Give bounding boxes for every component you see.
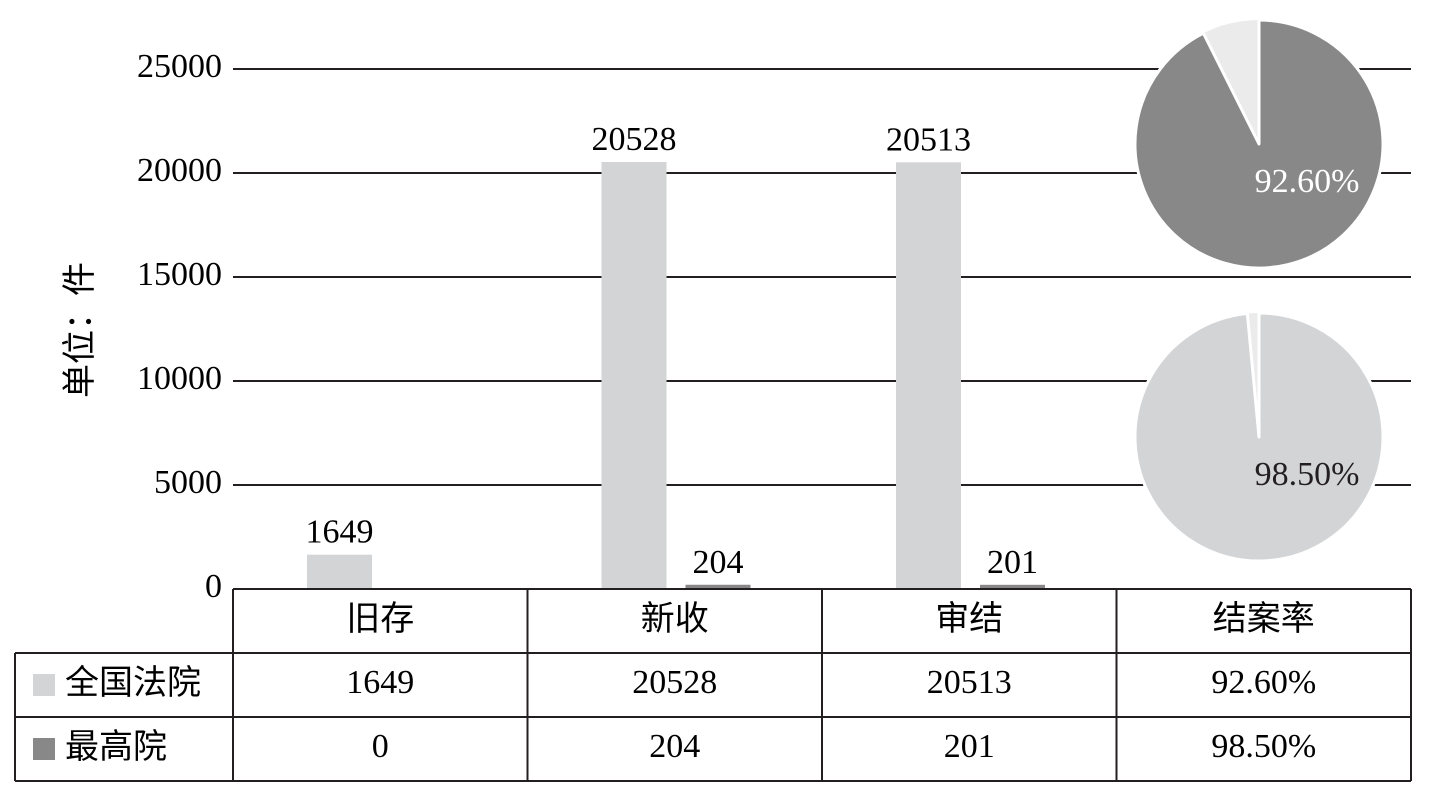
bar-national-1 bbox=[601, 162, 667, 590]
y-tick-label: 20000 bbox=[137, 152, 222, 189]
y-tick-label: 10000 bbox=[137, 360, 222, 397]
bar-data-label: 201 bbox=[987, 544, 1038, 581]
pie-rate-slice bbox=[1133, 311, 1385, 563]
bar-national-2 bbox=[896, 162, 961, 590]
table-cell: 204 bbox=[649, 728, 700, 765]
bars: 1649 20528 204 20513 201 bbox=[306, 121, 1045, 590]
bar-data-label: 20528 bbox=[592, 121, 677, 158]
y-tick-label: 25000 bbox=[137, 48, 222, 85]
bar-supreme-2 bbox=[980, 584, 1045, 589]
bar-data-label: 1649 bbox=[306, 514, 374, 551]
y-tick-label: 0 bbox=[205, 568, 222, 605]
y-tick-labels: 0 5000 10000 15000 20000 25000 bbox=[137, 48, 222, 605]
y-axis-label: 单位：件 bbox=[60, 262, 100, 398]
table-header-cell: 审结 bbox=[935, 599, 1003, 639]
bar-data-label: 20513 bbox=[886, 121, 971, 158]
table-header-cell: 旧存 bbox=[346, 599, 414, 639]
pie-rate-slice bbox=[1133, 18, 1385, 270]
table-cell: 1649 bbox=[346, 664, 414, 701]
table-cell: 0 bbox=[372, 728, 389, 765]
y-tick-label: 5000 bbox=[154, 464, 222, 501]
legend-swatch bbox=[33, 738, 55, 760]
table-cell: 92.60% bbox=[1211, 664, 1316, 701]
table-header-cell: 新收 bbox=[641, 599, 709, 639]
bar-data-label: 204 bbox=[693, 544, 744, 581]
y-tick-label: 15000 bbox=[137, 256, 222, 293]
bar-supreme-1 bbox=[685, 584, 751, 589]
legend-series-name: 最高院 bbox=[65, 727, 167, 767]
table-header-cell: 结案率 bbox=[1213, 599, 1315, 639]
pie-charts: 92.60% 98.50% bbox=[1133, 18, 1385, 563]
legend-series-name: 全国法院 bbox=[65, 663, 201, 703]
pie-label: 92.60% bbox=[1255, 163, 1360, 200]
table-cell: 98.50% bbox=[1211, 728, 1316, 765]
table-cell: 20513 bbox=[927, 664, 1012, 701]
table-cell: 201 bbox=[944, 728, 995, 765]
legend-swatch bbox=[33, 674, 55, 696]
table-cell: 20528 bbox=[632, 664, 717, 701]
bar-national-0 bbox=[307, 554, 372, 589]
pie-label: 98.50% bbox=[1255, 456, 1360, 493]
